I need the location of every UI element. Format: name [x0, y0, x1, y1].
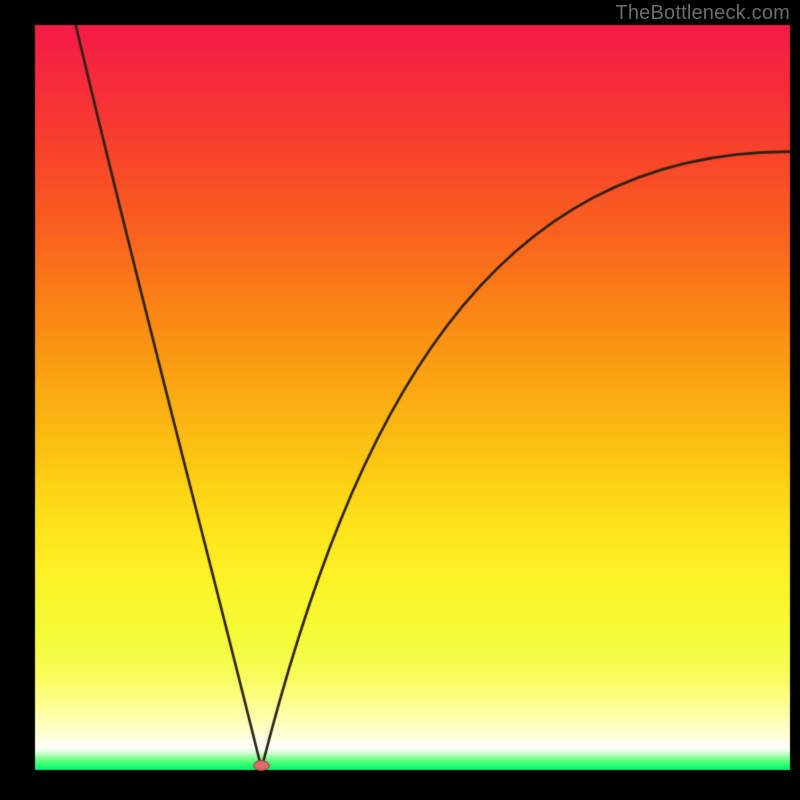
- bottleneck-curve-chart: [0, 0, 800, 800]
- watermark-text: TheBottleneck.com: [615, 2, 790, 25]
- chart-container: TheBottleneck.com: [0, 0, 800, 800]
